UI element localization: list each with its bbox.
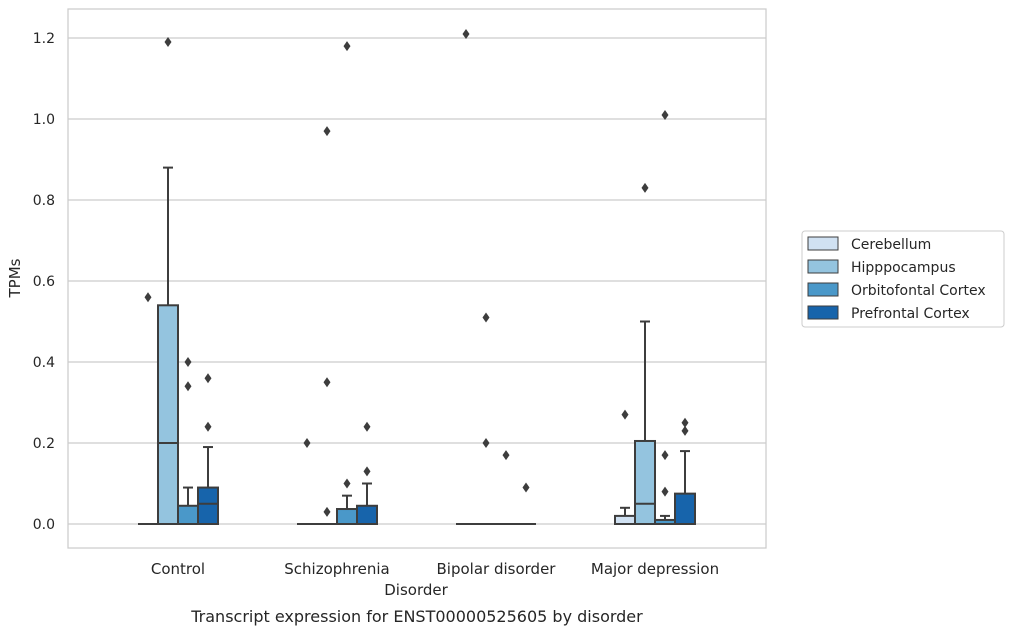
outlier-point <box>482 438 490 448</box>
outlier-point <box>323 377 331 388</box>
y-tick-label: 0.2 <box>33 436 55 452</box>
outlier-point <box>303 438 311 448</box>
box-group <box>317 126 337 525</box>
y-tick-label: 1.0 <box>33 112 55 128</box>
outlier-point <box>204 421 212 432</box>
outlier-point <box>343 478 351 489</box>
legend-swatch <box>807 305 839 320</box>
x-tick-label: Schizophrenia <box>284 560 389 578</box>
y-tick-label: 0.6 <box>33 274 55 290</box>
outlier-point <box>641 182 649 193</box>
box-group <box>138 292 158 525</box>
outlier-point <box>323 506 331 517</box>
legend-label: Prefrontal Cortex <box>851 306 970 322</box>
y-tick-label: 0.0 <box>33 517 55 533</box>
box <box>177 504 199 525</box>
outlier-point <box>184 381 192 392</box>
outlier-point <box>502 450 510 461</box>
box-group <box>157 37 179 525</box>
outlier-point <box>164 37 172 48</box>
box <box>634 439 656 526</box>
legend: Cerebellum Hipppocampus Orbitofontal Corte… <box>801 230 1005 328</box>
outlier-point <box>621 409 629 420</box>
box-group <box>356 421 378 525</box>
box-group <box>177 357 199 525</box>
box-group <box>336 41 358 526</box>
x-tick-label: Control <box>151 560 205 578</box>
plot-frame <box>67 8 767 549</box>
box-group <box>614 409 636 526</box>
box-group <box>634 182 656 526</box>
box <box>197 486 219 525</box>
box-group <box>297 438 317 525</box>
y-axis-label: TPMs <box>6 258 24 298</box>
boxes <box>138 28 696 526</box>
x-axis-label: Disorder <box>384 581 448 599</box>
legend-label: Orbitofontal Cortex <box>851 283 986 299</box>
box <box>157 304 179 525</box>
x-axis-ticks: Control Schizophrenia Bipolar disorder Majo… <box>151 560 719 578</box>
outlier-point <box>323 126 331 137</box>
outlier-point <box>204 373 212 384</box>
box-group <box>456 28 476 525</box>
outlier-point <box>462 28 470 39</box>
box <box>336 508 358 526</box>
outlier-point <box>661 450 669 461</box>
legend-label: Cerebellum <box>851 237 931 253</box>
box-group <box>496 450 516 525</box>
legend-frame <box>801 230 1005 328</box>
y-tick-label: 0.8 <box>33 193 55 209</box>
legend-label: Hipppocampus <box>851 260 956 276</box>
box <box>674 492 696 525</box>
y-tick-label: 0.4 <box>33 355 55 371</box>
legend-swatch <box>807 259 839 274</box>
x-tick-label: Bipolar disorder <box>437 560 557 578</box>
outlier-point <box>184 357 192 367</box>
outlier-point <box>661 109 669 120</box>
outlier-point <box>522 482 530 493</box>
y-axis-ticks: 0.0 0.2 0.4 0.6 0.8 1.0 1.2 <box>33 31 55 533</box>
legend-swatch <box>807 282 839 297</box>
outlier-point <box>343 41 351 52</box>
gridlines <box>68 37 766 525</box>
box-group <box>674 417 696 525</box>
outlier-point <box>482 312 490 323</box>
legend-swatch <box>807 236 839 251</box>
outlier-point <box>681 425 689 436</box>
box-group <box>516 482 536 525</box>
chart-caption: Transcript expression for ENST0000052560… <box>190 607 643 626</box>
outlier-point <box>144 292 152 303</box>
box-group <box>476 312 496 525</box>
x-tick-label: Major depression <box>591 560 719 578</box>
box-group <box>654 109 676 526</box>
outlier-point <box>681 417 689 428</box>
outlier-point <box>363 421 371 432</box>
box <box>356 504 378 525</box>
y-tick-label: 1.2 <box>33 31 55 47</box>
box <box>614 514 636 526</box>
outlier-point <box>661 486 669 497</box>
box-group <box>197 373 219 525</box>
outlier-point <box>363 466 371 477</box>
